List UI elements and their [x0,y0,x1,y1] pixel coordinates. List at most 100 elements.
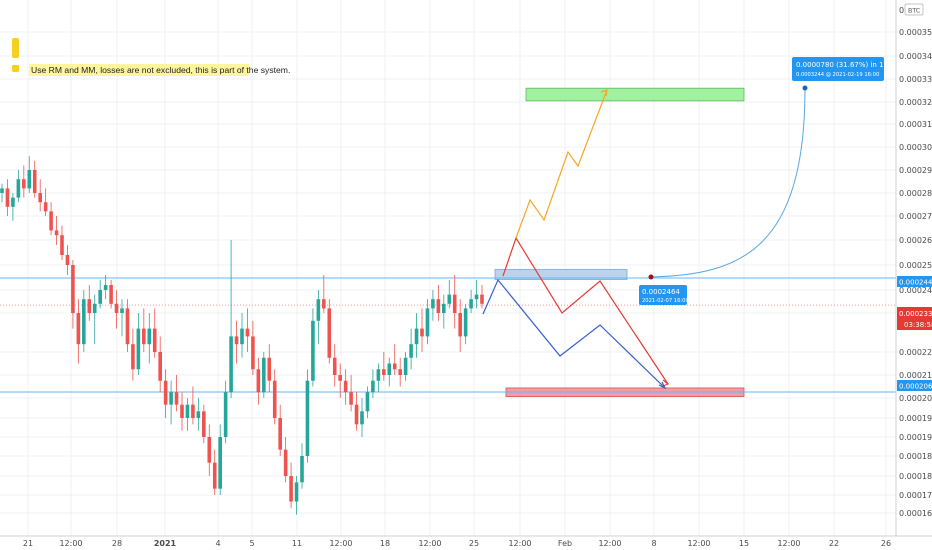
currency-badge-box[interactable] [904,3,924,16]
candle-body [447,294,452,304]
candle-body [185,404,190,418]
time-tick-label: 25 [469,539,479,548]
price-axis[interactable]: 0.0003500 0.0003400 0.0003300 0.0003200 0.00… [895,0,932,536]
candle-body [322,299,326,309]
measure-start-price: 0.0002464 [642,288,680,296]
candle-body [294,482,299,502]
candle-body [387,363,392,375]
candle-body [474,294,479,300]
price-tick-label: 0.0003500 [899,28,932,37]
measure-end-detail: 0.0003244 @ 2021-02-19 16:00 [796,72,879,78]
time-tick-label: 15 [739,539,749,548]
candle-body [311,320,315,381]
candle-body [458,313,462,337]
resistance-price-label: 0.0002448 [899,279,932,287]
measure-start-dot[interactable] [648,274,654,280]
candle-body [43,202,48,212]
measure-tool[interactable]: 0.0002464 2021-02-07 16:00 0.0000780 (31… [639,57,892,305]
note-icon-dot [12,65,19,72]
candle-body [463,308,468,337]
time-tick-label: 12:00 [59,539,82,548]
candle-body [22,179,26,189]
bullish-orange-arrowhead [600,89,608,97]
price-tick-label: 0.0003000 [899,143,932,152]
measure-end-dot[interactable] [802,85,808,91]
candle-body [251,336,255,370]
candle-body [125,308,130,345]
price-tick-label: 0.0002900 [899,166,932,175]
candle-body [191,404,195,418]
time-tick-label: 12:00 [687,539,710,548]
time-tick-label: 12:00 [598,539,621,548]
note-icon-bar [12,38,19,58]
time-tick-label: 12:00 [418,539,441,548]
target-zone [525,87,745,102]
candle-body [218,437,222,489]
candle-body [360,411,364,425]
note-highlight [29,64,249,76]
time-tick-label: 22 [829,539,839,548]
candle-body [420,328,424,337]
candle-body [163,380,168,405]
time-tick-label: 12:00 [329,539,352,548]
candle-body [403,357,408,375]
candle-body [136,328,141,370]
candle-body [223,392,228,437]
candle-body [480,294,484,304]
candle-body [425,308,430,337]
candle-body [60,235,64,255]
candle-body [169,392,173,405]
candle-body [409,344,413,358]
time-tick-label: Feb [558,539,572,548]
grid [0,0,896,536]
candle-body [452,294,457,313]
time-tick-label: 4 [215,539,220,548]
candle-body [207,437,212,463]
candle-body [38,193,42,203]
candle-body [71,265,75,313]
candle-body [180,404,184,418]
bearish-blue-path [482,278,666,389]
candle-body [327,308,332,358]
candle-body [152,328,157,352]
note-annotation[interactable]: Use RM and MM, losses are not excluded, … [12,38,290,76]
candle-body [272,380,277,418]
candle-body [11,197,15,207]
candle-body [98,290,102,304]
time-tick-label: 8 [651,539,656,548]
candle-body [382,369,386,375]
candle-body [371,380,375,393]
candle-body [103,285,108,290]
candle-body [349,392,353,405]
candle-body [131,344,135,370]
candle-body [262,357,266,393]
candle-body [212,462,217,489]
price-tick-label: 0.0001980 [899,414,932,423]
measure-start-date: 2021-02-07 16:00 [642,298,689,304]
candle-body [431,299,435,309]
candle-body [240,328,244,345]
candle-body [442,303,446,313]
price-tick-label: 0.0001740 [899,491,932,500]
candle-body [332,357,337,375]
bearish-red-arrowhead [662,379,670,387]
bearish-red-path [502,236,669,385]
candle-body [300,456,304,483]
price-tick-label: 0.0002600 [899,236,932,245]
bearish-blue-arrowhead [658,381,667,390]
candle-body [234,336,239,345]
candle-body [32,170,37,193]
candle-body [142,328,146,345]
currency-badge[interactable]: BTC [908,8,921,15]
countdown-label: 03:38:58 [904,321,932,329]
candle-body [398,369,402,375]
candle-body [354,404,359,425]
price-tick-label: 0.0001860 [899,452,932,461]
resistance-price-tag [897,276,932,287]
time-tick-label: 5 [249,539,254,548]
time-axis[interactable]: 21 12:00 28 2021 4 5 11 12:00 18 12:00 25 12:00 Feb 1… [0,535,932,548]
candle-body [376,369,381,381]
price-tick-label: 0.0002500 [899,261,932,270]
price-tick-label: 0.0002120 [899,371,932,380]
